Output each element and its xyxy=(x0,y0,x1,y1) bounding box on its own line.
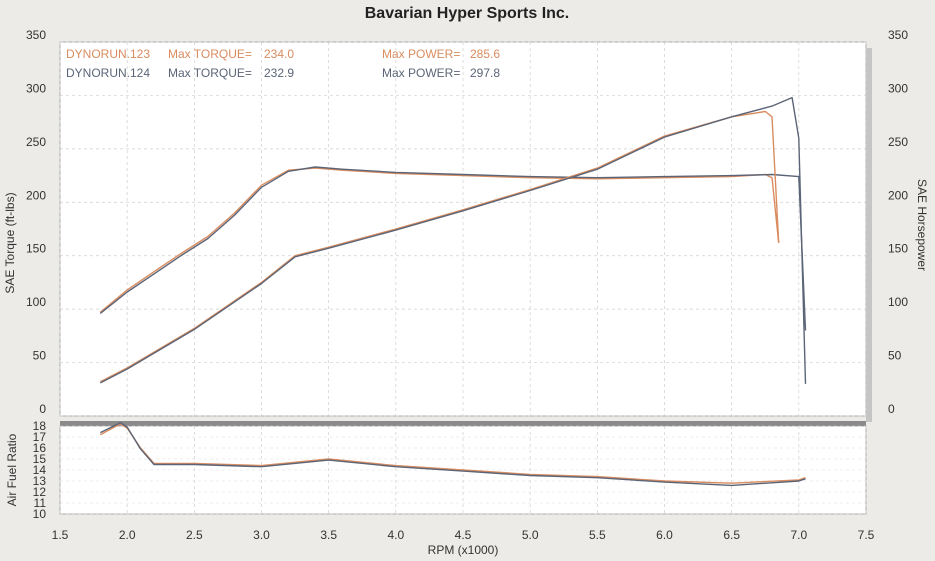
afr-tick-label: 17 xyxy=(33,430,47,444)
x-tick-label: 5.5 xyxy=(589,528,606,542)
legend-run-1-torque-label: Max TORQUE= xyxy=(168,47,252,61)
x-tick-label: 6.5 xyxy=(723,528,740,542)
x-tick-label: 4.5 xyxy=(455,528,472,542)
y-tick-label-left: 300 xyxy=(26,81,46,95)
plot-separator xyxy=(60,421,866,426)
y-tick-label-left: 150 xyxy=(26,242,46,256)
legend: DYNORUN.123 Max TORQUE= 234.0 Max POWER=… xyxy=(66,47,500,80)
legend-run-2: DYNORUN.124 xyxy=(66,66,150,80)
series-line-power-dynorun-123 xyxy=(99,110,780,383)
afr-axis-label: Air Fuel Ratio xyxy=(5,433,19,506)
y-tick-label-left: 250 xyxy=(26,135,46,149)
legend-run-1-power-value: 285.6 xyxy=(470,47,500,61)
x-tick-label: 3.5 xyxy=(320,528,337,542)
afr-tick-label: 16 xyxy=(33,441,47,455)
y-tick-label-right: 350 xyxy=(888,28,908,42)
afr-tick-label: 10 xyxy=(33,507,47,521)
afr-tick-label: 13 xyxy=(33,474,47,488)
legend-run-2-torque-value: 232.9 xyxy=(264,66,294,80)
afr-tick-label: 14 xyxy=(33,463,47,477)
y-tick-label-right: 100 xyxy=(888,295,908,309)
series-lines xyxy=(99,96,807,487)
y-axis-label-left: SAE Torque (ft-lbs) xyxy=(3,192,17,293)
afr-tick-label: 15 xyxy=(33,452,47,466)
plot-shadow xyxy=(866,48,872,422)
x-tick-label: 7.5 xyxy=(858,528,875,542)
x-tick-label: 5.0 xyxy=(522,528,539,542)
y-tick-label-right: 200 xyxy=(888,188,908,202)
legend-run-2-power-label: Max POWER= xyxy=(382,66,460,80)
legend-run-2-torque-label: Max TORQUE= xyxy=(168,66,252,80)
y-tick-label-right: 150 xyxy=(888,242,908,256)
legend-run-1: DYNORUN.123 xyxy=(66,47,150,61)
series-line-torque-dynorun-124 xyxy=(99,166,807,331)
series-line-power-dynorun-124 xyxy=(99,96,807,384)
afr-tick-label: 12 xyxy=(33,485,47,499)
y-tick-label-right: 0 xyxy=(888,402,895,416)
y-tick-label-left: 200 xyxy=(26,188,46,202)
afr-tick-label: 11 xyxy=(34,496,47,510)
legend-run-1-torque-value: 234.0 xyxy=(264,47,294,61)
y-tick-label-left: 350 xyxy=(26,28,46,42)
x-axis-label: RPM (x1000) xyxy=(428,543,499,557)
y-tick-label-left: 0 xyxy=(39,402,46,416)
y-tick-label-left: 100 xyxy=(26,295,46,309)
x-tick-label: 1.5 xyxy=(52,528,69,542)
y-axis-label-right: SAE Horsepower xyxy=(915,179,929,271)
x-tick-label: 2.0 xyxy=(119,528,136,542)
afr-tick-label: 18 xyxy=(33,419,47,433)
legend-run-2-power-value: 297.8 xyxy=(470,66,500,80)
y-tick-label-right: 250 xyxy=(888,135,908,149)
x-tick-label: 4.0 xyxy=(387,528,404,542)
series-line-torque-dynorun-123 xyxy=(99,167,780,313)
x-tick-label: 2.5 xyxy=(186,528,203,542)
tick-labels: 1.5 2.0 2.5 3.0 3.5 4.0 4.5 5.0 5.5 6.0 6.5 7.0 7.5 3… xyxy=(26,28,908,542)
x-tick-label: 6.0 xyxy=(656,528,673,542)
y-tick-label-left: 50 xyxy=(33,349,47,363)
series-line-afr-dynorun-124 xyxy=(99,422,806,487)
y-tick-label-right: 50 xyxy=(888,349,902,363)
x-tick-label: 7.0 xyxy=(790,528,807,542)
y-tick-label-right: 300 xyxy=(888,81,908,95)
x-tick-label: 3.0 xyxy=(253,528,270,542)
chart-title: Bavarian Hyper Sports Inc. xyxy=(365,5,570,22)
legend-run-1-power-label: Max POWER= xyxy=(382,47,460,61)
